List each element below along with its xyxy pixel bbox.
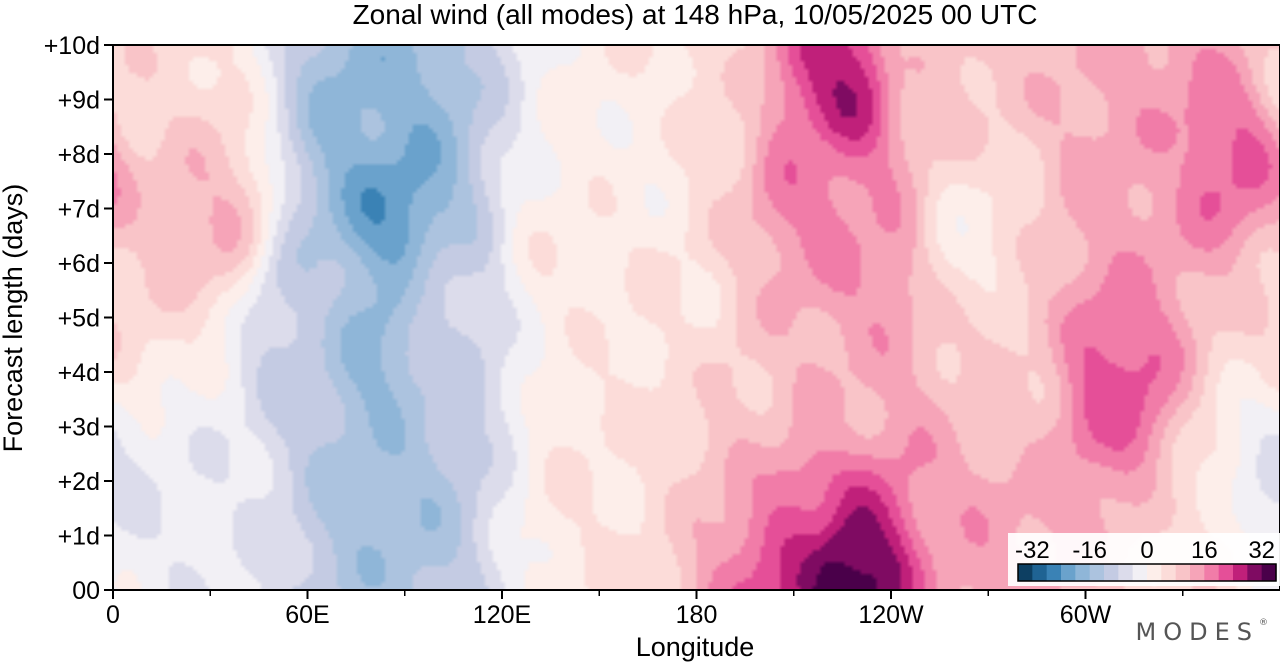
colorbar-swatch bbox=[1046, 564, 1062, 581]
y-tick-label: +3d bbox=[58, 414, 100, 442]
colorbar-label: 16 bbox=[1191, 537, 1218, 564]
colorbar-swatch bbox=[1018, 564, 1033, 581]
colorbar-swatch bbox=[1218, 564, 1234, 581]
y-tick-label: +6d bbox=[58, 250, 100, 278]
colorbar-swatch bbox=[1118, 564, 1134, 581]
x-tick-label: 0 bbox=[106, 601, 120, 629]
colorbar-frame bbox=[1017, 563, 1277, 582]
chart-title: Zonal wind (all modes) at 148 hPa, 10/05… bbox=[353, 0, 1038, 30]
colorbar-label: 32 bbox=[1248, 537, 1275, 564]
colorbar-label: -16 bbox=[1072, 537, 1107, 564]
y-tick-label: +7d bbox=[58, 196, 100, 224]
heatmap-field bbox=[113, 45, 1280, 590]
x-tick-label: 60W bbox=[1060, 601, 1112, 629]
colorbar-legend: -32 -16 0 16 32 bbox=[1008, 533, 1280, 586]
colorbar-swatch bbox=[1175, 564, 1191, 581]
y-axis-label: Forecast length (days) bbox=[0, 184, 28, 453]
colorbar-swatch bbox=[1132, 564, 1148, 581]
colorbar-swatch bbox=[1147, 564, 1162, 581]
x-axis-label: Longitude bbox=[636, 632, 755, 662]
y-tick-label: 00 bbox=[72, 577, 100, 605]
colorbar-label: -32 bbox=[1015, 537, 1050, 564]
y-tick-label: +8d bbox=[58, 141, 100, 169]
plot-area bbox=[113, 45, 1280, 590]
colorbar-swatch bbox=[1233, 564, 1248, 581]
colorbar-swatch bbox=[1161, 564, 1177, 581]
x-axis: 0 60E 120E 180 120W 60W bbox=[106, 590, 1184, 629]
y-tick-label: +4d bbox=[58, 359, 100, 387]
modes-watermark: MODES® bbox=[1136, 618, 1268, 646]
colorbar-swatch bbox=[1089, 564, 1105, 581]
colorbar-swatch bbox=[1032, 564, 1048, 581]
x-tick-label: 120E bbox=[473, 601, 531, 629]
colorbar-swatch bbox=[1204, 564, 1220, 581]
registered-mark: ® bbox=[1259, 618, 1268, 628]
x-tick-label: 60E bbox=[285, 601, 329, 629]
y-tick-label: +9d bbox=[58, 87, 100, 115]
y-tick-label: +2d bbox=[58, 468, 100, 496]
colorbar-swatch bbox=[1247, 564, 1263, 581]
y-tick-label: +5d bbox=[58, 305, 100, 333]
colorbar-swatch bbox=[1104, 564, 1119, 581]
x-tick-label: 120W bbox=[858, 601, 924, 629]
colorbar-swatch bbox=[1261, 564, 1277, 581]
colorbar-swatch bbox=[1075, 564, 1091, 581]
watermark-text: MODES bbox=[1135, 618, 1259, 646]
colorbar-swatch bbox=[1061, 564, 1076, 581]
y-tick-label: +1d bbox=[58, 523, 100, 551]
y-tick-label: +10d bbox=[44, 32, 100, 60]
x-tick-label: 180 bbox=[676, 601, 718, 629]
y-axis: 00 +1d +2d +3d +4d +5d +6d +7d +8d +9d +10d bbox=[44, 32, 113, 605]
colorbar-swatch bbox=[1190, 564, 1205, 581]
colorbar-label: 0 bbox=[1140, 537, 1153, 564]
